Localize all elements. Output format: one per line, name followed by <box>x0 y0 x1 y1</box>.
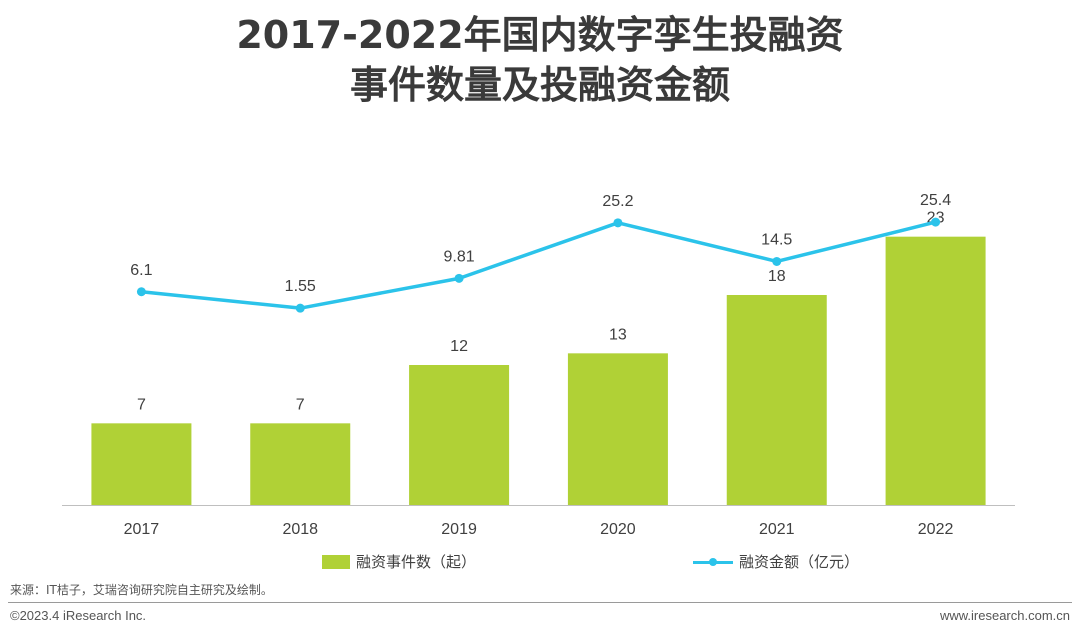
chart-title-line-1: 2017-2022年国内数字孪生投融资 <box>236 13 844 57</box>
line-point-2021 <box>772 256 782 266</box>
amount-line <box>141 220 937 310</box>
chart-title: 2017-2022年国内数字孪生投融资 事件数量及投融资金额 <box>0 10 1080 110</box>
legend-bar-swatch <box>322 554 350 569</box>
x-tick-label-2017: 2017 <box>124 521 160 538</box>
line-label-2022: 25.4 <box>920 192 951 209</box>
source-note: 来源：IT桔子，艾瑞咨询研究院自主研究及绘制。 <box>10 583 273 597</box>
legend-line-label: 融资金额（亿元） <box>739 553 860 571</box>
bar-label-2020: 13 <box>609 326 627 343</box>
bar-label-2019: 12 <box>450 338 468 355</box>
footer-divider <box>8 602 1072 603</box>
line-point-2019 <box>454 273 464 283</box>
line-label-2018: 1.55 <box>285 278 316 295</box>
bar-label-2021: 18 <box>768 268 786 285</box>
chart-title-line-2: 事件数量及投融资金额 <box>349 63 730 107</box>
bar-2020 <box>567 353 668 505</box>
x-tick-label-2020: 2020 <box>600 521 636 538</box>
line-label-2019: 9.81 <box>444 248 475 265</box>
bar-label-2018: 7 <box>296 396 305 413</box>
bar-2022 <box>885 236 986 505</box>
x-tick-label-2021: 2021 <box>759 521 795 538</box>
x-tick-label-2019: 2019 <box>441 521 477 538</box>
legend-line-entry: 融资金额（亿元） <box>693 551 859 572</box>
legend-line-swatch <box>693 555 733 569</box>
bar-label-2017: 7 <box>137 396 146 413</box>
copyright-text: ©2023.4 iResearch Inc. <box>10 608 147 623</box>
combo-chart: 72017720181220191320201820212320226.11.5… <box>62 192 1015 538</box>
line-point-2020 <box>613 218 623 228</box>
legend-bar-entry: 融资事件数（起） <box>322 551 476 572</box>
line-point-2022 <box>931 217 941 227</box>
line-label-2021: 14.5 <box>761 231 792 248</box>
line-point-2017 <box>136 287 146 297</box>
bar-2018 <box>250 423 351 505</box>
line-point-2018 <box>295 303 305 313</box>
bar-2019 <box>409 365 510 505</box>
x-tick-label-2022: 2022 <box>918 521 954 538</box>
line-label-2017: 6.1 <box>130 262 152 279</box>
website-link[interactable]: www.iresearch.com.cn <box>939 608 1070 623</box>
legend-bar-label: 融资事件数（起） <box>356 553 477 571</box>
bar-2021 <box>726 295 827 505</box>
x-tick-label-2018: 2018 <box>282 521 318 538</box>
line-label-2020: 25.2 <box>602 193 633 210</box>
bar-2017 <box>91 423 192 505</box>
